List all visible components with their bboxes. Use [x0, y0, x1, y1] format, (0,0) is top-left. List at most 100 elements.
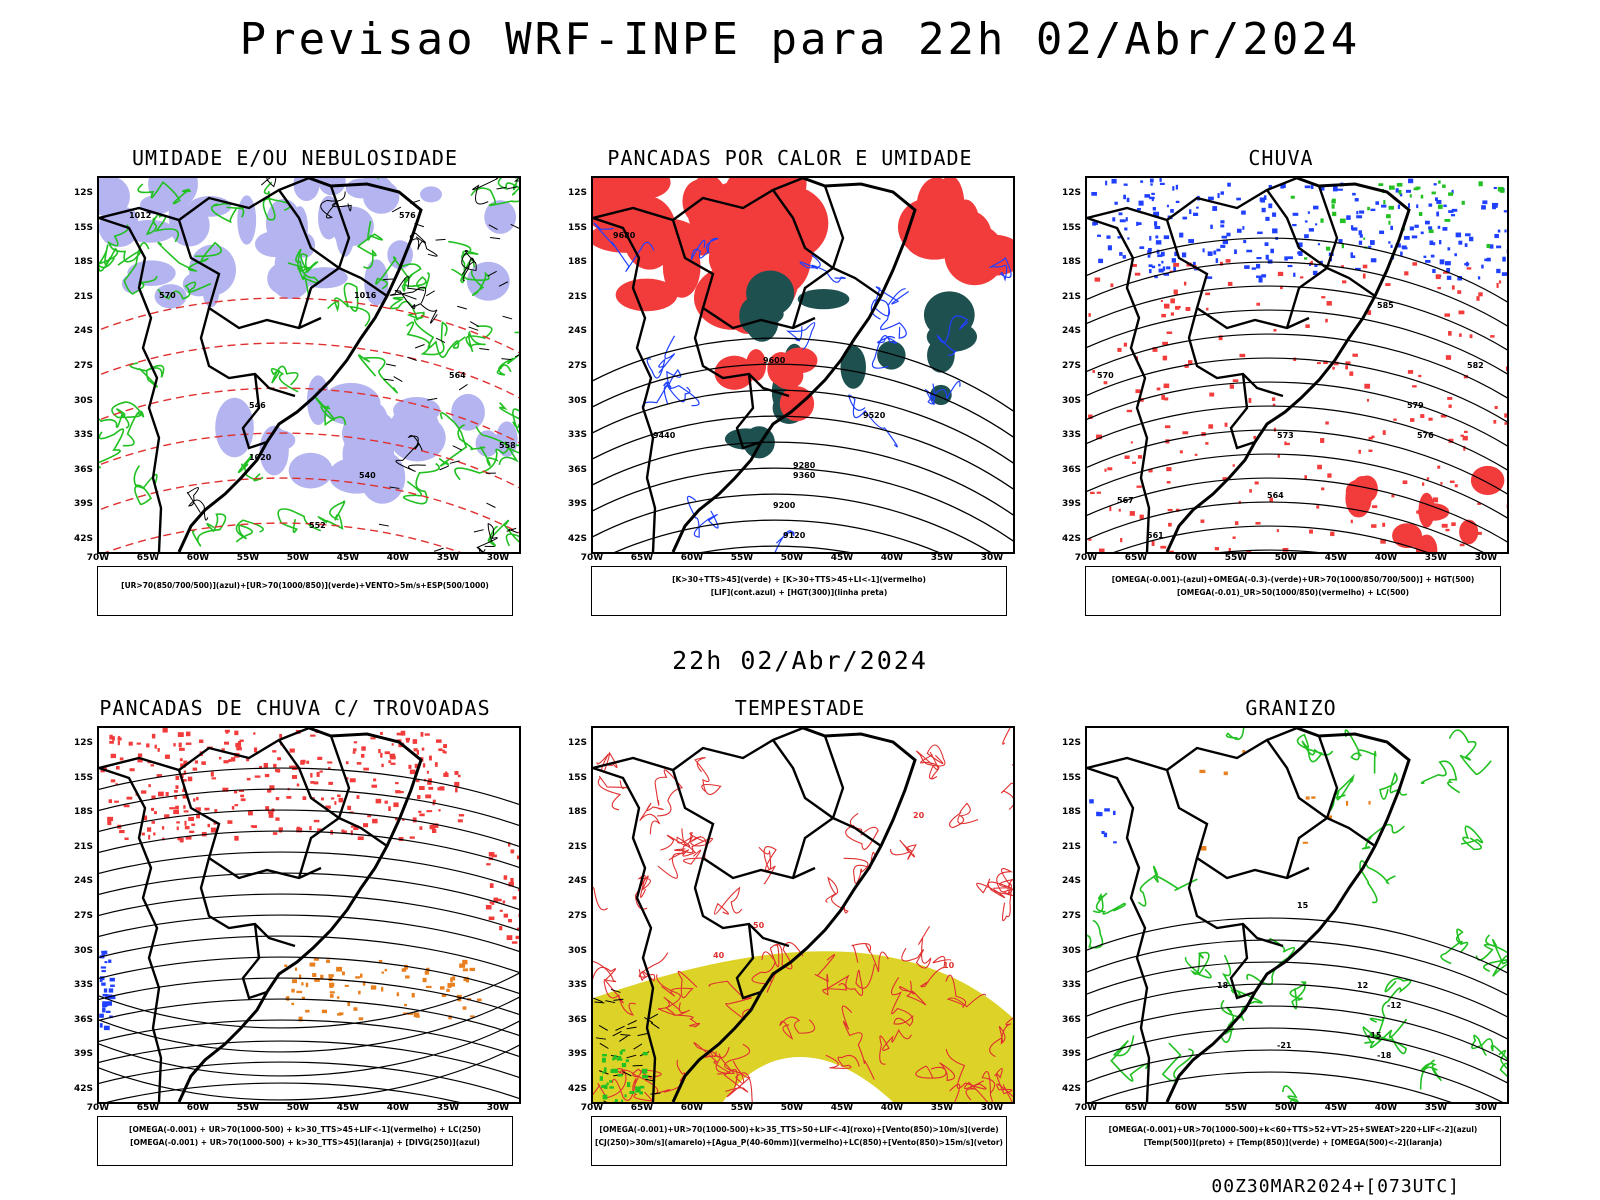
thunder-red-dot — [151, 821, 155, 824]
thunder-orange-dot — [476, 998, 482, 1002]
rain-red-dot — [1238, 500, 1241, 504]
omega-green-dot — [1420, 194, 1424, 199]
thunder-red-dot — [183, 810, 189, 813]
rain-red-dot — [1194, 453, 1198, 456]
thunder-red-dot — [454, 781, 460, 787]
contour-label: 9360 — [793, 471, 816, 480]
water-vapor-contour — [841, 1005, 875, 1080]
thunder-red-dot — [253, 747, 258, 753]
thunder-red-dot — [306, 760, 310, 764]
contour-label: 1012 — [129, 211, 151, 220]
rain-red-dot — [1412, 385, 1417, 388]
lon-label: 50W — [1274, 1103, 1298, 1113]
thunder-red-dot — [237, 741, 242, 744]
thunder-red-dot — [380, 752, 383, 758]
thunder-red-dot — [342, 830, 347, 834]
omega-blue-dot — [1189, 209, 1192, 214]
lat-label: 36S — [567, 1014, 587, 1025]
lat-label: 36S — [73, 1014, 93, 1025]
rain-red-dot — [1103, 381, 1108, 385]
omega-blue-dot — [1403, 235, 1410, 240]
omega-blue-dot — [1181, 252, 1187, 258]
instability-teal-area — [797, 289, 850, 310]
hgt500-contour — [1087, 429, 1507, 495]
hgt300-contour — [593, 493, 991, 552]
omega-blue-dot — [1493, 186, 1497, 190]
water-vapor-contour — [593, 886, 608, 911]
thunder-red-dot — [431, 829, 437, 834]
rain-red-dot — [1185, 306, 1191, 311]
omega-blue-dot — [1170, 209, 1174, 213]
panel-title: CHUVA — [1248, 146, 1314, 170]
thunder-red-dot — [302, 796, 307, 801]
lat-label: 18S — [567, 257, 587, 268]
lon-label: 45W — [1324, 1103, 1348, 1113]
contour-label: 564 — [449, 371, 466, 380]
rain-red-dot — [1279, 285, 1283, 290]
streamline — [105, 1082, 460, 1102]
rain-red-dot — [1170, 298, 1175, 304]
thunder-red-dot — [373, 778, 377, 782]
lif-contour — [871, 335, 897, 369]
omega-blue-dot — [1188, 239, 1195, 244]
omega-blue-dot — [1308, 228, 1314, 232]
rain-red-dot — [1188, 360, 1193, 365]
wind-vector — [622, 1071, 632, 1077]
rain-red-dot — [1323, 360, 1328, 365]
contour-label: 50 — [753, 921, 765, 930]
thunder-red-dot — [345, 761, 349, 765]
omega-blue-dot — [1272, 212, 1277, 217]
thunder-orange-dot — [470, 1015, 475, 1018]
omega-blue-dot — [1150, 183, 1153, 186]
thunder-red-dot — [236, 747, 242, 751]
humidity-low-contour — [123, 242, 158, 295]
thunder-red-dot — [224, 741, 230, 745]
lon-label: 70W — [580, 1103, 604, 1113]
lif-contour — [848, 394, 898, 448]
wind-vector — [435, 337, 446, 343]
contour-label: 1016 — [354, 291, 377, 300]
thunder-red-dot — [107, 816, 114, 821]
omega-blue-dot — [1154, 221, 1158, 226]
rain-red-dot — [1269, 497, 1274, 503]
rain-red-dot — [1129, 511, 1135, 516]
wind-vector — [598, 1025, 608, 1031]
humidity-low-contour — [498, 421, 519, 466]
thunder-red-dot — [347, 805, 352, 811]
thunder-red-dot — [337, 794, 341, 797]
rain-red-dot — [1316, 505, 1320, 509]
thunder-orange-dot — [462, 968, 468, 972]
lon-label: 50W — [286, 553, 310, 563]
thunder-orange-dot — [320, 974, 324, 979]
thunder-red-dot — [409, 769, 416, 775]
omega-blue-dot — [1220, 220, 1225, 224]
omega-green-dot — [1388, 220, 1391, 225]
water-vapor-contour — [694, 757, 722, 795]
wind850-green-dot — [618, 1055, 622, 1060]
omega-blue-dot — [1312, 270, 1318, 276]
thunder-red-dot — [177, 836, 181, 841]
thickness-contour — [99, 477, 519, 534]
lat-label: 36S — [73, 464, 93, 475]
humidity-high-area — [237, 195, 257, 245]
rain-red-dot — [1345, 365, 1349, 370]
thunder-red-dot — [413, 748, 418, 752]
rain-red-dot — [1447, 396, 1453, 400]
coastline — [177, 178, 423, 552]
lon-label: 65W — [630, 553, 654, 563]
thunder-red-dot — [154, 744, 157, 749]
divg-blue-dot — [106, 1001, 113, 1006]
omega-blue-dot — [1446, 267, 1451, 273]
omega-blue-dot — [1434, 197, 1438, 201]
contour-label: 9200 — [773, 501, 796, 510]
omega-blue-dot — [1497, 229, 1501, 233]
wind850-green-dot — [612, 1068, 616, 1073]
thunder-red-dot — [192, 767, 198, 771]
thunder-red-dot — [341, 829, 345, 833]
hail-blue-dot — [1101, 830, 1105, 835]
omega-blue-dot — [1123, 183, 1128, 186]
omega-blue-dot — [1368, 245, 1372, 248]
lon-label: 30W — [486, 1103, 510, 1113]
panel-title: TEMPESTADE — [734, 696, 866, 720]
omega-blue-dot — [1264, 242, 1269, 246]
